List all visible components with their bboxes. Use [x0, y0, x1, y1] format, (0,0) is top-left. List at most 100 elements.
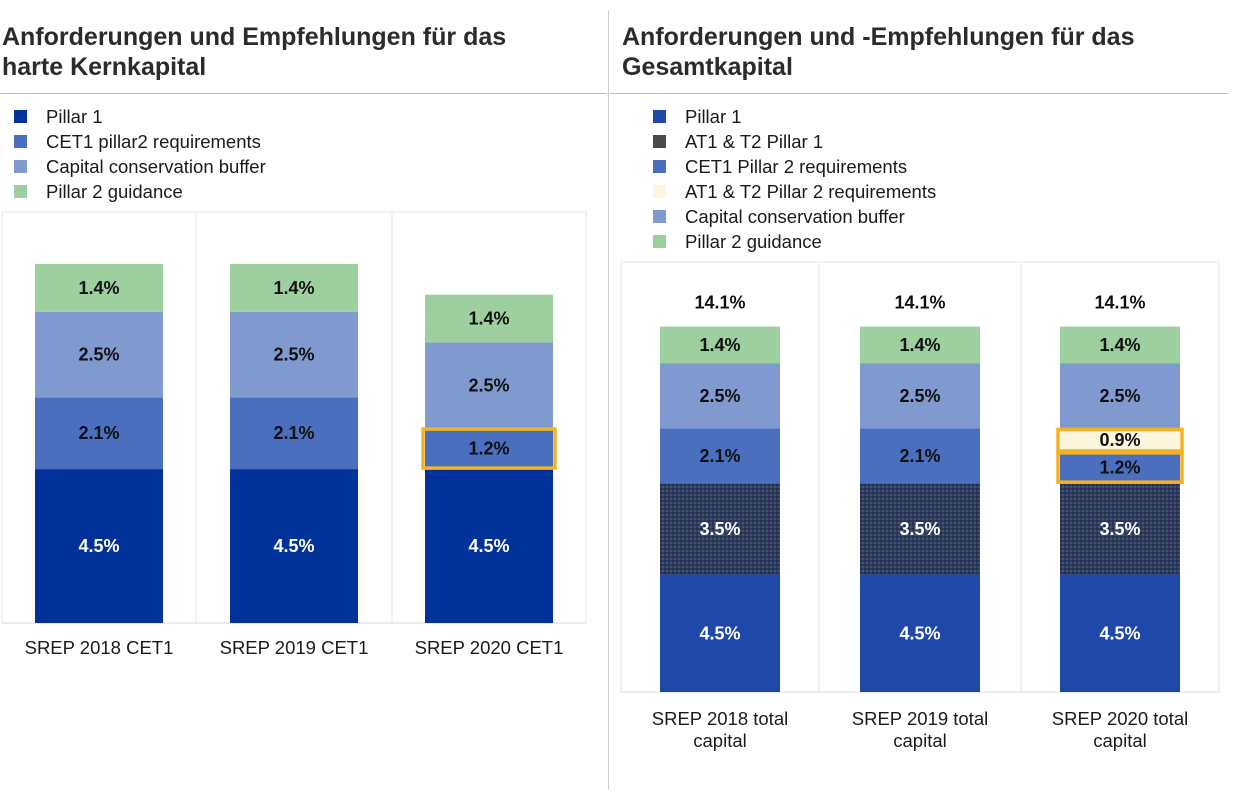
data-label: 1.4% [899, 335, 940, 355]
legend-swatch [653, 185, 666, 198]
data-label: 4.5% [1099, 623, 1140, 643]
bar-segment [35, 469, 163, 623]
data-label: 2.5% [1099, 386, 1140, 406]
data-label: 4.5% [78, 536, 119, 556]
data-label: 4.5% [273, 536, 314, 556]
category-label: SREP 2019 total [852, 708, 988, 729]
data-label: 3.5% [1099, 519, 1140, 539]
data-label: 2.1% [78, 423, 119, 443]
bar-segment [230, 263, 358, 312]
bar-segment [860, 574, 980, 692]
legend-label: AT1 & T2 Pillar 2 requirements [685, 181, 937, 202]
bar-segment [35, 397, 163, 470]
legend-swatch [653, 210, 666, 223]
data-label: 2.1% [273, 423, 314, 443]
data-label: 2.5% [468, 375, 509, 395]
bar-segment [1060, 451, 1180, 484]
category-label: SREP 2018 CET1 [25, 637, 174, 658]
bar-segment [425, 342, 553, 429]
legend-label: Capital conservation buffer [685, 206, 905, 227]
data-label: 1.4% [273, 278, 314, 298]
data-label: 1.2% [468, 439, 509, 459]
data-label: 4.5% [899, 623, 940, 643]
highlight-box [1056, 451, 1184, 484]
legend-label: Capital conservation buffer [46, 156, 266, 177]
category-label: SREP 2020 total [1052, 708, 1188, 729]
total-label: 14.1% [1094, 293, 1145, 313]
legend-label: Pillar 2 guidance [685, 231, 822, 252]
legend-swatch [14, 135, 27, 148]
data-label: 2.5% [78, 345, 119, 365]
data-label: 2.5% [899, 386, 940, 406]
left-title-rule [0, 93, 607, 94]
bar-segment [35, 311, 163, 398]
bar-segment [660, 428, 780, 484]
legend-swatch [653, 135, 666, 148]
category-label: SREP 2020 CET1 [415, 637, 564, 658]
left-title-line-1: Anforderungen und Empfehlungen für das [2, 23, 507, 51]
data-label: 0.9% [1099, 430, 1140, 450]
legend-swatch [14, 160, 27, 173]
bar-segment [660, 483, 780, 575]
bar-segment [1060, 483, 1180, 575]
bar-segment [230, 469, 358, 623]
bar-segment [660, 326, 780, 364]
legend-label: Pillar 1 [685, 106, 742, 127]
bar-segment [35, 263, 163, 312]
data-label: 1.4% [1099, 335, 1140, 355]
left-title-line-2: harte Kernkapital [2, 53, 207, 81]
category-label: capital [893, 730, 946, 751]
right-title-rule [610, 93, 1228, 94]
data-label: 4.5% [468, 536, 509, 556]
bar-segment [425, 294, 553, 343]
bar-segment [660, 574, 780, 692]
data-label: 3.5% [899, 519, 940, 539]
data-label: 1.2% [1099, 458, 1140, 478]
right-title-line-1: Anforderungen und -Empfehlungen für das [622, 23, 1135, 51]
bar-segment [425, 469, 553, 623]
data-label: 2.1% [899, 446, 940, 466]
bar-segment [1060, 574, 1180, 692]
data-label: 1.4% [468, 309, 509, 329]
legend-swatch [653, 235, 666, 248]
legend-label: Pillar 2 guidance [46, 181, 183, 202]
data-label: 3.5% [699, 519, 740, 539]
left-stacked-bar-chart: 4.5% 2.1% 2.5% 1.4% SREP 2018 CET1 4.5% 2.1% 2.… [1, 211, 587, 658]
data-label: 1.4% [78, 278, 119, 298]
left-panel-title: Anforderungen und Empfehlungen für das h… [2, 22, 506, 82]
bar-segment [425, 428, 553, 470]
bar-segment [1060, 428, 1180, 452]
legend-label: Pillar 1 [46, 106, 103, 127]
category-label: capital [1093, 730, 1146, 751]
data-label: 1.4% [699, 335, 740, 355]
category-label: SREP 2018 total [652, 708, 788, 729]
legend-label: AT1 & T2 Pillar 1 [685, 131, 824, 152]
bar-segment [860, 326, 980, 364]
bar-segment [860, 483, 980, 575]
data-label: 2.1% [699, 446, 740, 466]
legend-swatch [653, 110, 666, 123]
data-label: 2.5% [273, 345, 314, 365]
category-label: SREP 2019 CET1 [220, 637, 369, 658]
data-label: 2.5% [699, 386, 740, 406]
data-label: 4.5% [699, 623, 740, 643]
legend-label: CET1 Pillar 2 requirements [685, 156, 908, 177]
legend-swatch [14, 185, 27, 198]
bar-segment [860, 428, 980, 484]
bar-segment [230, 397, 358, 470]
bar-segment [660, 363, 780, 429]
total-label: 14.1% [894, 293, 945, 313]
legend-swatch [653, 160, 666, 173]
bar-segment [1060, 363, 1180, 429]
category-label: capital [693, 730, 746, 751]
legend-label: CET1 pillar2 requirements [46, 131, 261, 152]
highlight-box [1056, 427, 1184, 453]
legend-swatch [14, 110, 27, 123]
right-panel-title: Anforderungen und -Empfehlungen für das … [622, 22, 1134, 82]
total-label: 14.1% [694, 293, 745, 313]
bar-segment [860, 363, 980, 429]
highlight-box [421, 427, 557, 470]
bar-segment [230, 311, 358, 398]
right-title-line-2: Gesamtkapital [622, 53, 793, 81]
